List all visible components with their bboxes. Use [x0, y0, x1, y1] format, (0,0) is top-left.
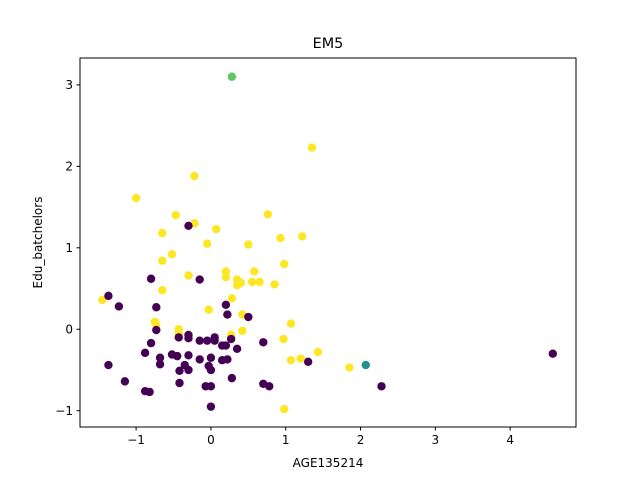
- axis-ticks: −1 0 1 2 3 4 −1 0 1 2 3: [55, 78, 514, 447]
- data-point: [307, 143, 317, 152]
- data-point: [184, 351, 193, 360]
- y-tick-label: 1: [65, 241, 73, 255]
- data-point: [286, 319, 296, 328]
- data-point: [195, 355, 204, 364]
- data-point: [247, 277, 257, 287]
- data-point: [238, 326, 247, 336]
- data-point: [263, 210, 272, 219]
- data-point: [167, 250, 177, 259]
- x-tick-label: 0: [207, 433, 215, 447]
- data-point: [345, 363, 354, 372]
- data-point: [548, 349, 558, 358]
- data-point: [265, 382, 274, 391]
- data-point: [158, 285, 167, 295]
- data-point: [184, 365, 193, 375]
- data-point: [146, 338, 156, 348]
- data-point: [152, 325, 161, 335]
- data-point: [175, 378, 184, 388]
- data-point: [104, 360, 113, 370]
- data-point: [270, 280, 279, 289]
- data-point: [244, 240, 253, 249]
- data-point: [276, 233, 285, 243]
- data-point: [226, 334, 236, 344]
- data-point: [211, 224, 221, 234]
- data-point: [98, 295, 107, 305]
- chart-title: EM5: [313, 36, 344, 52]
- data-point: [377, 382, 386, 391]
- data-point: [174, 333, 183, 342]
- data-point: [227, 72, 237, 81]
- x-tick-label: 4: [506, 433, 514, 447]
- data-point: [206, 382, 216, 391]
- data-point: [223, 310, 232, 319]
- data-point: [303, 357, 313, 367]
- data-point: [313, 347, 323, 357]
- data-point: [131, 193, 141, 203]
- data-point: [173, 351, 182, 361]
- data-point: [158, 256, 167, 266]
- data-point: [296, 354, 305, 363]
- data-point: [175, 366, 184, 375]
- y-tick-label: 2: [65, 160, 73, 174]
- data-point: [171, 211, 180, 220]
- data-point: [255, 277, 264, 287]
- x-tick-label: 3: [432, 433, 440, 447]
- data-point: [120, 377, 130, 386]
- data-point: [146, 274, 156, 283]
- data-point: [104, 291, 113, 301]
- data-point: [190, 171, 199, 181]
- data-point: [210, 336, 219, 345]
- data-point: [259, 338, 268, 347]
- data-point: [227, 294, 237, 303]
- data-point: [184, 271, 193, 280]
- data-point: [244, 312, 253, 322]
- data-point: [140, 348, 150, 358]
- data-point: [206, 365, 216, 375]
- x-tick-label: −1: [127, 433, 145, 447]
- data-point: [232, 281, 242, 290]
- data-point: [184, 334, 193, 343]
- data-points: [98, 72, 558, 414]
- plot-area: [80, 58, 576, 427]
- data-point: [297, 232, 307, 241]
- y-axis-label: Edu_batchelors: [31, 197, 45, 289]
- data-point: [152, 303, 161, 312]
- data-point: [155, 353, 165, 362]
- plot-frame: [79, 57, 577, 428]
- data-point: [158, 228, 167, 238]
- data-point: [221, 341, 231, 350]
- data-point: [202, 239, 212, 248]
- data-point: [206, 353, 216, 362]
- data-point: [145, 387, 154, 397]
- data-point: [227, 373, 237, 383]
- y-tick-label: −1: [55, 404, 73, 418]
- data-point: [221, 300, 231, 310]
- data-point: [223, 355, 232, 364]
- data-point: [280, 404, 289, 414]
- y-tick-label: 0: [65, 323, 73, 337]
- data-point: [286, 356, 296, 365]
- data-point: [195, 336, 204, 345]
- data-point: [114, 302, 124, 311]
- data-point: [184, 221, 193, 230]
- x-axis-label: AGE135214: [293, 456, 364, 470]
- x-tick-label: 2: [357, 433, 365, 447]
- data-point: [155, 360, 165, 369]
- data-point: [280, 259, 289, 269]
- data-point: [202, 336, 212, 345]
- data-point: [195, 275, 204, 284]
- data-point: [232, 344, 242, 353]
- data-point: [206, 402, 216, 411]
- y-tick-label: 3: [65, 78, 73, 92]
- data-point: [221, 272, 231, 282]
- data-point: [250, 267, 259, 276]
- data-point: [204, 305, 213, 314]
- x-tick-label: 1: [282, 433, 290, 447]
- data-point: [279, 334, 288, 344]
- data-point: [361, 360, 370, 370]
